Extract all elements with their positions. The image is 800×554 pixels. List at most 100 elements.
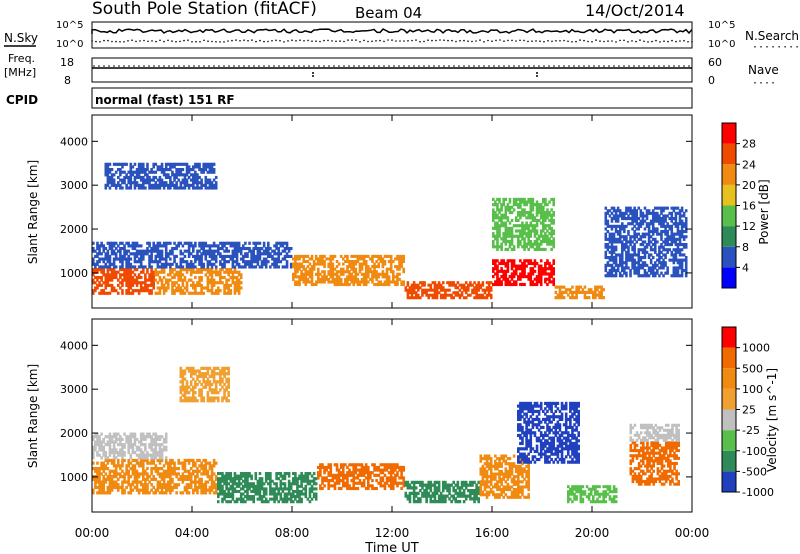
data-cell <box>296 487 299 491</box>
data-cell <box>200 181 203 185</box>
data-cell <box>552 282 555 287</box>
data-cell <box>362 280 366 284</box>
data-cell <box>171 477 174 481</box>
data-cell <box>202 469 205 473</box>
data-cell <box>123 162 126 166</box>
data-cell <box>621 217 624 221</box>
data-cell <box>577 290 580 294</box>
data-cell <box>254 244 258 248</box>
data-cell <box>164 278 168 282</box>
data-cell <box>117 477 120 481</box>
data-cell <box>583 293 587 297</box>
data-cell <box>664 271 667 275</box>
data-cell <box>196 249 199 253</box>
data-cell <box>181 268 185 272</box>
data-cell <box>335 277 339 281</box>
data-cell <box>212 270 216 274</box>
data-cell <box>680 268 684 273</box>
data-cell <box>385 283 389 287</box>
data-cell <box>202 183 205 187</box>
data-cell <box>152 162 155 166</box>
data-cell <box>169 268 172 272</box>
data-cell <box>292 277 295 281</box>
data-cell <box>621 227 624 231</box>
data-cell <box>221 366 224 370</box>
data-cell <box>208 165 212 169</box>
data-cell <box>618 240 622 244</box>
data-cell <box>108 162 112 166</box>
data-cell <box>212 464 216 468</box>
data-cell <box>123 278 126 282</box>
data-cell <box>521 197 524 201</box>
data-cell <box>610 263 614 267</box>
data-cell <box>192 369 195 373</box>
data-cell <box>237 241 241 245</box>
data-cell <box>371 272 374 276</box>
data-cell <box>198 268 201 272</box>
data-cell <box>206 377 210 381</box>
data-cell <box>204 464 208 468</box>
nave-point <box>368 65 370 67</box>
data-cell <box>171 283 174 287</box>
data-cell <box>198 249 201 253</box>
data-cell <box>633 266 636 270</box>
data-cell <box>273 244 276 248</box>
data-cell <box>185 366 189 370</box>
data-cell <box>643 214 647 218</box>
data-cell <box>94 485 97 490</box>
data-cell <box>110 477 114 481</box>
data-cell <box>614 230 618 234</box>
data-cell <box>600 288 603 292</box>
data-cell <box>173 472 176 476</box>
data-cell <box>508 197 512 201</box>
data-cell <box>108 491 112 495</box>
nave-point <box>213 65 215 67</box>
data-cell <box>181 399 185 403</box>
data-cell <box>131 270 135 274</box>
data-cell <box>616 240 620 244</box>
data-cell <box>287 246 291 251</box>
data-cell <box>106 466 110 471</box>
data-cell <box>135 173 139 177</box>
data-cell <box>256 260 260 264</box>
data-cell <box>367 265 370 269</box>
nsearch-point <box>167 39 169 42</box>
data-cell <box>519 205 522 209</box>
data-cell <box>142 168 145 172</box>
data-cell <box>637 217 641 221</box>
data-cell <box>179 273 183 277</box>
data-cell <box>212 252 216 256</box>
date-label: 14/Oct/2014 <box>585 1 685 20</box>
data-cell <box>485 296 489 300</box>
data-cell <box>187 241 191 245</box>
data-cell <box>244 265 247 269</box>
data-cell <box>92 488 95 492</box>
data-cell <box>292 489 295 493</box>
data-cell <box>277 487 280 491</box>
data-cell <box>267 472 270 476</box>
data-cell <box>94 440 97 444</box>
data-cell <box>381 257 385 261</box>
data-cell <box>196 480 199 484</box>
data-cell <box>196 377 199 381</box>
data-cell <box>154 448 158 452</box>
nave-point <box>488 65 490 67</box>
data-cell <box>148 289 151 293</box>
data-cell <box>171 286 174 290</box>
data-cell <box>356 259 360 264</box>
data-cell <box>212 244 216 248</box>
data-cell <box>319 257 322 261</box>
data-cell <box>684 222 688 226</box>
data-cell <box>527 239 530 244</box>
data-cell <box>156 443 160 447</box>
colorbar-segment <box>722 164 736 185</box>
data-cell <box>167 475 170 479</box>
data-cell <box>148 491 151 495</box>
data-cell <box>271 497 274 501</box>
nave-point <box>118 65 120 67</box>
data-cell <box>242 474 245 478</box>
data-cell <box>235 289 239 293</box>
data-cell <box>217 487 220 491</box>
data-cell <box>660 209 663 213</box>
data-cell <box>121 273 124 277</box>
